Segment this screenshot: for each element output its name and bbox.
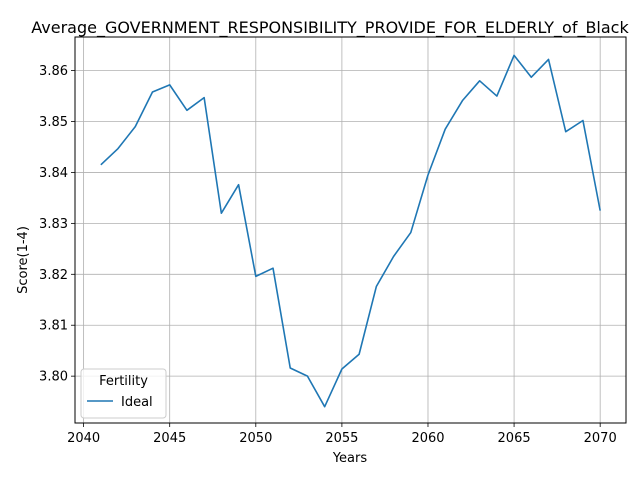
y-tick-label: 3.85 <box>39 115 68 130</box>
x-tick-label: 2060 <box>411 431 444 446</box>
y-tick-label: 3.81 <box>39 319 68 334</box>
y-axis-label: Score(1-4) <box>16 226 31 294</box>
x-tick-label: 2050 <box>239 431 272 446</box>
series-lines <box>100 54 601 408</box>
x-tick-label: 2045 <box>153 431 186 446</box>
x-tick-label: 2040 <box>67 431 100 446</box>
legend: Fertility Ideal <box>80 368 167 419</box>
legend-box <box>80 368 167 419</box>
x-tick-label: 2065 <box>498 431 531 446</box>
legend-title: Fertility <box>99 374 148 389</box>
axis-ticks: 2040 2045 2050 2055 2060 2065 2070 3.80 3.81 3.82… <box>39 64 617 446</box>
y-tick-label: 3.84 <box>39 166 68 181</box>
x-axis-label: Years <box>332 451 368 466</box>
y-tick-label: 3.80 <box>39 370 68 385</box>
series-line-ideal <box>100 54 601 408</box>
y-tick-label: 3.86 <box>39 64 68 79</box>
x-tick-label: 2055 <box>325 431 358 446</box>
grid-lines <box>75 37 626 423</box>
y-tick-label: 3.82 <box>39 268 68 283</box>
y-tick-label: 3.83 <box>39 217 68 232</box>
plot-area-frame <box>74 36 627 424</box>
chart-title: Average_GOVERNMENT_RESPONSIBILITY_PROVID… <box>31 18 629 38</box>
x-tick-label: 2070 <box>584 431 617 446</box>
legend-label-ideal: Ideal <box>121 395 153 410</box>
